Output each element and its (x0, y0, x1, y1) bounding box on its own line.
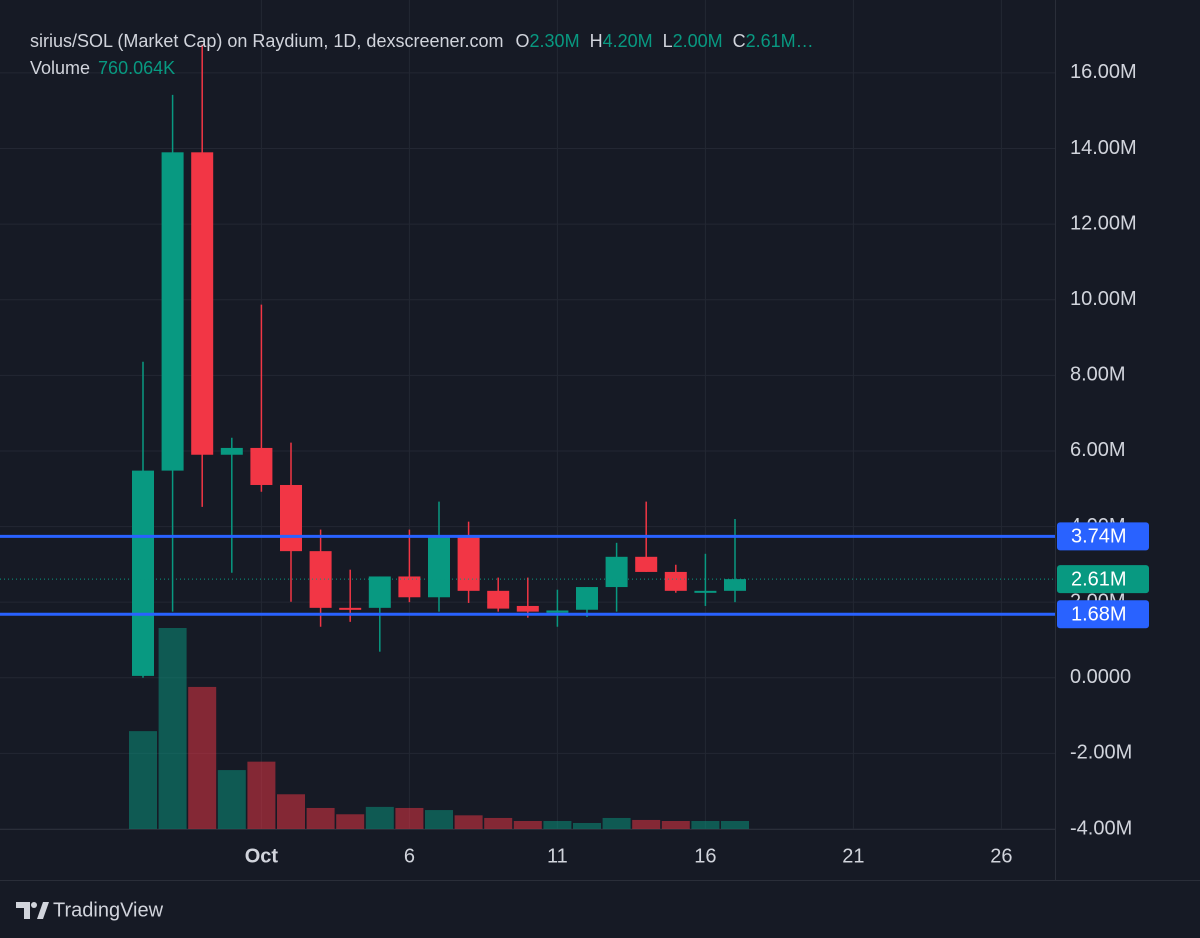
y-tick-label: 8.00M (1070, 364, 1126, 386)
volume-bar (217, 770, 246, 829)
volume-bar (602, 817, 631, 829)
volume-bar (454, 815, 483, 829)
y-tick-label: 12.00M (1070, 212, 1137, 234)
volume-bar (632, 819, 661, 829)
volume-bar (365, 806, 394, 829)
ohlc-label: L (663, 31, 673, 51)
volume-bar (129, 731, 157, 829)
candle-body (664, 571, 687, 591)
legend-volume-line: Volume 760.064K (30, 58, 175, 78)
volume-bar (513, 821, 542, 829)
candle-body (339, 607, 362, 610)
ohlc-value: 2.00M (673, 31, 723, 51)
ohlc-value: 4.20M (603, 31, 653, 51)
candle-body (161, 152, 184, 471)
volume-bar (336, 814, 365, 829)
logo-dot[interactable] (31, 902, 37, 908)
brand[interactable]: TradingView (53, 899, 164, 921)
y-tick-label: 0.0000 (1070, 666, 1131, 688)
y-tick-label: 10.00M (1070, 288, 1137, 310)
y-tick-label: 6.00M (1070, 439, 1126, 461)
price-label-box (1057, 565, 1149, 594)
candle-body (280, 484, 302, 552)
volume-bar (425, 810, 453, 829)
volume-bar (395, 807, 424, 829)
volume-bar (691, 821, 720, 829)
x-tick-label: 6 (404, 845, 415, 867)
candle-body (428, 536, 450, 598)
volume-bar (306, 807, 335, 829)
legend-title-line: sirius/SOL (Market Cap) on Raydium, 1D, … (30, 31, 814, 51)
candle-body (635, 556, 658, 572)
volume-value: 760.064K (98, 58, 175, 78)
candle-body (457, 536, 480, 591)
x-tick-label: 11 (547, 845, 568, 867)
candle-body (191, 152, 214, 455)
candle-body (398, 576, 421, 598)
volume-bar (247, 761, 276, 829)
price-label: 1.68M (1071, 604, 1127, 626)
candle-body (605, 556, 628, 588)
x-tick-label: 26 (990, 845, 1012, 867)
y-tick-label: 14.00M (1070, 137, 1137, 159)
volume-label: Volume (30, 58, 90, 78)
price-label: 2.61M (1071, 568, 1127, 590)
y-tick-label: -4.00M (1070, 817, 1132, 839)
volume-bar (158, 628, 187, 829)
volume-bar (661, 821, 690, 829)
ohlc-label: H (590, 31, 603, 51)
ohlc-label: O (516, 31, 530, 51)
candle-body (487, 590, 510, 609)
volume-bar (277, 794, 305, 829)
price-label-box (1057, 522, 1149, 551)
ohlc-value: 2.30M (530, 31, 580, 51)
candle-body (724, 579, 746, 591)
ohlc-label: C (733, 31, 746, 51)
x-tick-label: 21 (842, 845, 864, 867)
candle-body (516, 605, 539, 612)
candle-body (576, 587, 598, 610)
logo-mark[interactable] (37, 902, 49, 919)
candle-body (694, 590, 717, 593)
volume-bar (543, 821, 572, 829)
x-axis-area (0, 830, 1055, 880)
volume-bar (573, 823, 601, 829)
ohlc-value: 2.61M… (746, 31, 814, 51)
candle-body (250, 447, 273, 485)
price-label-box (1057, 600, 1149, 629)
price-label: 3.74M (1071, 526, 1127, 548)
tradingview-logo: TradingView (16, 899, 164, 921)
candle-body (546, 610, 569, 613)
logo-mark[interactable] (16, 902, 30, 919)
volume-bar (721, 821, 749, 829)
plot: 16.00M14.00M12.00M10.00M8.00M6.00M4.00M2… (0, 0, 1149, 839)
x-axis: Oct 6 11 16 21 26 (245, 845, 1013, 867)
volume-bar (188, 686, 217, 829)
volume-bar (484, 817, 513, 829)
candle-body (220, 447, 243, 455)
legend-title: sirius/SOL (Market Cap) on Raydium, 1D, … (30, 31, 504, 51)
candle-body (132, 470, 154, 676)
y-tick-label: 16.00M (1070, 61, 1137, 83)
candle-body (368, 576, 391, 608)
x-tick-label: 16 (694, 845, 716, 867)
x-tick-label: Oct (245, 845, 279, 867)
y-tick-label: -2.00M (1070, 742, 1132, 764)
